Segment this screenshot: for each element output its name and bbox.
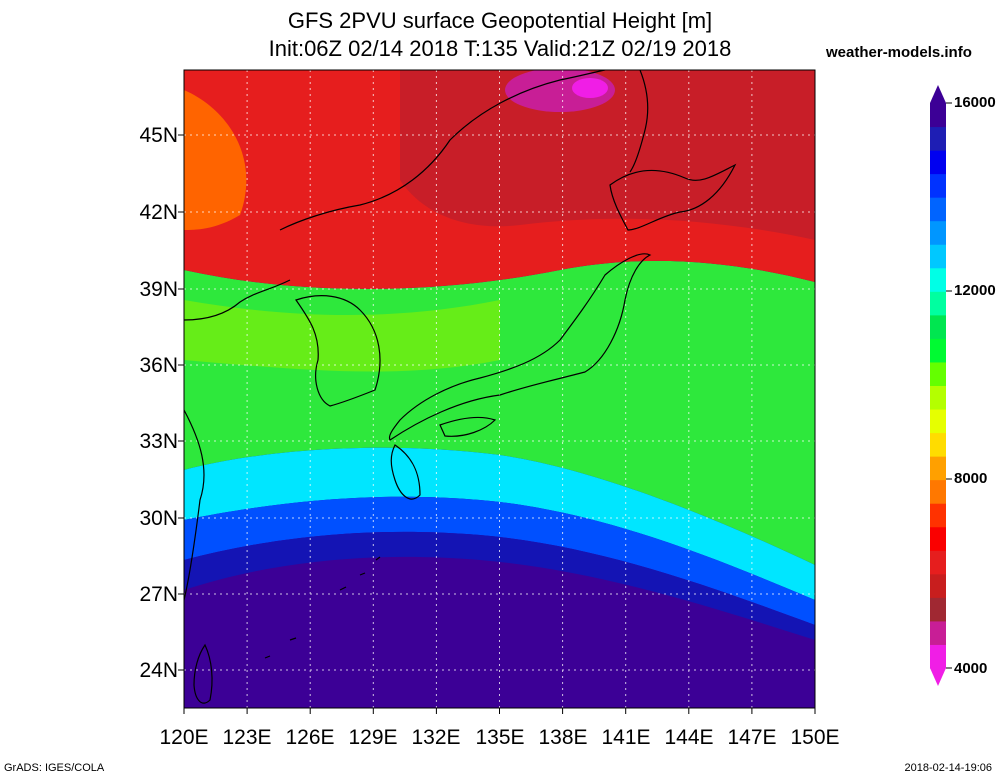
orange-area xyxy=(184,90,247,230)
shikoku-coast xyxy=(439,416,497,437)
colorbar-swatch xyxy=(930,597,946,622)
lon-label-126e: 126E xyxy=(285,726,335,749)
colorbar xyxy=(930,85,952,686)
lat-label-45n: 45N xyxy=(139,124,178,147)
lon-label-138e: 138E xyxy=(538,726,588,749)
lon-label-132e: 132E xyxy=(411,726,461,749)
dark-blue-band xyxy=(184,531,815,640)
coastlines xyxy=(184,70,737,704)
colorbar-swatch xyxy=(930,197,946,222)
colorbar-label-16000: 16000 xyxy=(954,94,996,111)
colorbar-swatch xyxy=(930,573,946,598)
colorbar-min-triangle xyxy=(930,668,946,686)
colorbar-swatch xyxy=(930,314,946,339)
blue-band xyxy=(184,496,815,625)
colorbar-swatch xyxy=(930,220,946,245)
footer-software-credit: GrADS: IGES/COLA xyxy=(4,762,105,774)
lon-label-123e: 123E xyxy=(222,726,272,749)
lon-label-141e: 141E xyxy=(601,726,651,749)
colorbar-swatch xyxy=(930,409,946,434)
colorbar-swatch xyxy=(930,526,946,551)
colorbar-swatch xyxy=(930,361,946,386)
colorbar-swatch xyxy=(930,503,946,528)
colorbar-swatch xyxy=(930,432,946,457)
colorbar-label-8000: 8000 xyxy=(954,470,988,487)
colorbar-label-4000: 4000 xyxy=(954,660,988,677)
korea-coast xyxy=(295,295,381,407)
lat-label-42n: 42N xyxy=(139,201,178,224)
site-watermark: weather-models.info xyxy=(826,44,972,61)
hokkaido-coast xyxy=(609,163,737,231)
lon-label-147e: 147E xyxy=(727,726,777,749)
kyushu-coast xyxy=(390,444,421,500)
lat-label-33n: 33N xyxy=(139,430,178,453)
lon-label-120e: 120E xyxy=(159,726,209,749)
lon-label-135e: 135E xyxy=(475,726,525,749)
colorbar-swatch xyxy=(930,385,946,410)
colorbar-swatch xyxy=(930,150,946,175)
axis-ticks xyxy=(178,134,816,714)
sakhalin-coast xyxy=(629,70,649,173)
colorbar-swatch xyxy=(930,103,946,128)
lat-label-39n: 39N xyxy=(139,278,178,301)
colorbar-swatch xyxy=(930,456,946,481)
yellow-green-band xyxy=(184,300,500,372)
chart-title: GFS 2PVU surface Geopotential Height [m] xyxy=(287,8,713,33)
colorbar-swatch xyxy=(930,644,946,669)
lon-label-129e: 129E xyxy=(348,726,398,749)
colorbar-swatch xyxy=(930,479,946,504)
lat-label-24n: 24N xyxy=(139,659,178,682)
lat-label-30n: 30N xyxy=(139,507,178,530)
map-grid xyxy=(184,70,815,708)
lon-label-144e: 144E xyxy=(664,726,714,749)
chart-subtitle: Init:06Z 02/14 2018 T:135 Valid:21Z 02/1… xyxy=(268,36,732,61)
colorbar-swatch xyxy=(930,620,946,645)
colorbar-swatch xyxy=(930,126,946,151)
lat-label-36n: 36N xyxy=(139,354,178,377)
cyan-band xyxy=(184,447,815,600)
colorbar-swatch xyxy=(930,338,946,363)
colorbar-swatch xyxy=(930,244,946,269)
honshu-coast xyxy=(388,253,652,441)
colorbar-swatch xyxy=(930,267,946,292)
colorbar-swatch xyxy=(930,291,946,316)
taiwan-coast xyxy=(193,643,213,704)
lon-label-150e: 150E xyxy=(790,726,840,749)
colorbar-max-triangle xyxy=(930,85,946,103)
footer-timestamp: 2018-02-14-19:06 xyxy=(904,762,992,774)
colorbar-swatch xyxy=(930,173,946,198)
magenta-core xyxy=(572,78,608,98)
colorbar-label-12000: 12000 xyxy=(954,282,996,299)
lat-label-27n: 27N xyxy=(139,583,178,606)
colorbar-swatch xyxy=(930,550,946,575)
mainland-coast xyxy=(279,70,606,231)
